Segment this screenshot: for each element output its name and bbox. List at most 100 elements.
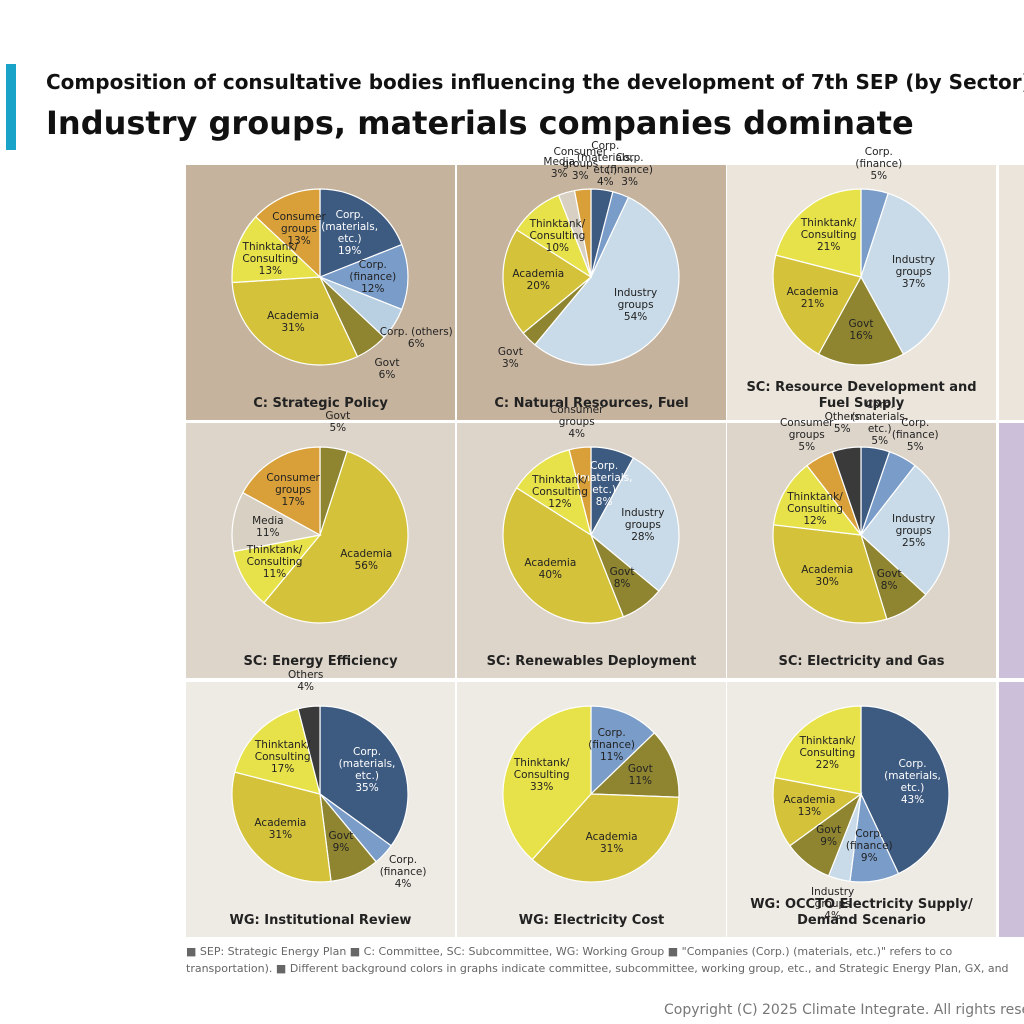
value-label: 13% — [287, 234, 311, 247]
slice-label: Govt 3% — [472, 346, 548, 370]
category-label: Academia — [340, 548, 393, 561]
category-label: Corp. (finance) — [855, 146, 903, 171]
slice-label: Govt 9% — [303, 830, 379, 854]
value-label: 16% — [849, 329, 873, 342]
value-label: 17% — [281, 495, 305, 508]
category-label: Thinktank/ Consulting — [513, 757, 570, 782]
accent-bar — [6, 64, 16, 150]
category-label: Thinktank/ Consulting — [800, 217, 857, 242]
chart-title: SC: Renewables Deployment — [486, 654, 697, 669]
slice-label: Thinktank/ Consulting 11% — [237, 544, 313, 580]
slice-label: Corp. (finance) 3% — [592, 152, 668, 188]
category-label: Corp. (finance) — [379, 854, 427, 879]
pie-slice — [319, 188, 403, 278]
category-label: Consumer groups — [553, 145, 608, 170]
category-label: Corp. (finance) — [588, 727, 636, 752]
category-label: Academia — [512, 268, 565, 281]
side-panel — [999, 682, 1024, 937]
value-label: 31% — [281, 322, 305, 335]
value-label: 5% — [329, 422, 347, 435]
category-label: Academia — [585, 830, 638, 843]
subtitle: Composition of consultative bodies influ… — [46, 70, 1024, 94]
pie-slice — [534, 196, 680, 366]
category-label: Others — [824, 410, 860, 423]
slice-label: Corp. (materials, etc.) 4% — [567, 140, 643, 188]
value-label: 5% — [870, 170, 888, 183]
pie-slice — [573, 188, 592, 278]
category-label: Govt — [374, 357, 400, 370]
value-label: 6% — [378, 369, 396, 382]
slice-label: Industry groups 25% — [876, 513, 952, 549]
value-label: 21% — [800, 297, 825, 310]
category-label: Consumer groups — [779, 416, 834, 441]
category-label: Consumer groups — [266, 471, 320, 496]
category-label: Corp. (materials, etc.) — [338, 746, 396, 783]
category-label: Corp. (others) — [379, 326, 453, 339]
chart-panel: Corp. (materials, etc.) 43% Corp. (finance… — [727, 682, 996, 937]
pie-slice — [231, 215, 322, 284]
category-label: Corp. (materials, etc.) — [575, 459, 633, 496]
category-label: Thinktank/ Consulting — [242, 241, 299, 266]
value-label: 4% — [568, 427, 586, 440]
value-label: 5% — [871, 434, 889, 447]
category-label: Govt — [328, 830, 354, 843]
pie-chart — [231, 188, 409, 366]
chart-panel: Govt 5% Academia 56% Thinktank/ Consulting 11… — [186, 410, 455, 678]
slice-label: Academia 30% — [789, 564, 865, 588]
category-label: Media — [252, 514, 284, 527]
pie-slice — [860, 705, 950, 875]
pie-slice — [502, 705, 592, 861]
pie-slice — [775, 188, 862, 278]
value-label: 8% — [613, 577, 631, 590]
slice-label: Govt 11% — [602, 763, 678, 787]
category-label: Media — [543, 155, 575, 168]
pie-slice — [234, 708, 321, 795]
value-label: 11% — [628, 775, 652, 788]
value-label: 54% — [623, 311, 648, 324]
category-label: Corp. (materials, etc.) — [884, 758, 941, 795]
value-label: 13% — [258, 265, 282, 278]
value-label: 4% — [824, 910, 841, 923]
category-label: Govt — [325, 410, 351, 423]
category-label: Corp. (materials, etc.) — [851, 398, 909, 435]
category-label: Corp. (finance) — [891, 416, 939, 441]
category-label: Industry groups — [891, 254, 936, 279]
footnote: transportation). ■ Different background … — [186, 962, 1009, 975]
chart-panel: Corp. (finance) 5% Industry groups 37% Govt 1… — [727, 146, 996, 420]
value-label: 19% — [338, 245, 362, 258]
slice-label: Thinktank/ Consulting 13% — [232, 241, 308, 277]
value-label: 31% — [268, 828, 293, 841]
pie-slice — [515, 449, 592, 537]
value-label: 3% — [571, 169, 589, 182]
value-label: 4% — [297, 680, 315, 693]
category-label: Consumer groups — [272, 210, 326, 235]
value-label: 31% — [599, 842, 624, 855]
pie-slice — [590, 705, 656, 796]
slice-label: Govt 8% — [851, 568, 927, 592]
chart-title: WG: OCCTO Electricity Supply/ Demand Sce… — [750, 897, 973, 928]
chart-panel: Corp. (finance) 11% Govt 11% Academia 31% Thin… — [457, 682, 726, 937]
category-label: Academia — [267, 310, 320, 323]
slice-label: Academia 40% — [512, 557, 588, 581]
chart-panel: Corp. (materials, etc.) 8% Industry groups… — [457, 404, 726, 678]
pie-slice — [502, 229, 593, 334]
category-label: Thinktank/ Consulting — [799, 735, 856, 760]
pie-slice — [531, 793, 680, 883]
pie-slice — [297, 705, 321, 795]
category-label: Academia — [783, 793, 836, 806]
value-label: 43% — [900, 794, 925, 807]
pie-chart — [772, 188, 950, 366]
value-label: 8% — [880, 579, 898, 592]
pie-slice — [318, 243, 409, 311]
value-label: 9% — [820, 835, 837, 848]
slice-label: Thinktank/ Consulting 21% — [791, 217, 867, 253]
slice-label: Corp. (materials, etc.) 19% — [312, 209, 388, 257]
value-label: 5% — [906, 440, 924, 453]
side-panel — [999, 423, 1024, 678]
value-label: 3% — [502, 357, 519, 370]
slice-label: Govt 5% — [300, 410, 376, 434]
value-label: 11% — [256, 526, 280, 539]
slice-label: Academia 13% — [771, 794, 847, 818]
pie-slice — [831, 446, 862, 536]
category-label: Consumer groups — [549, 403, 604, 428]
